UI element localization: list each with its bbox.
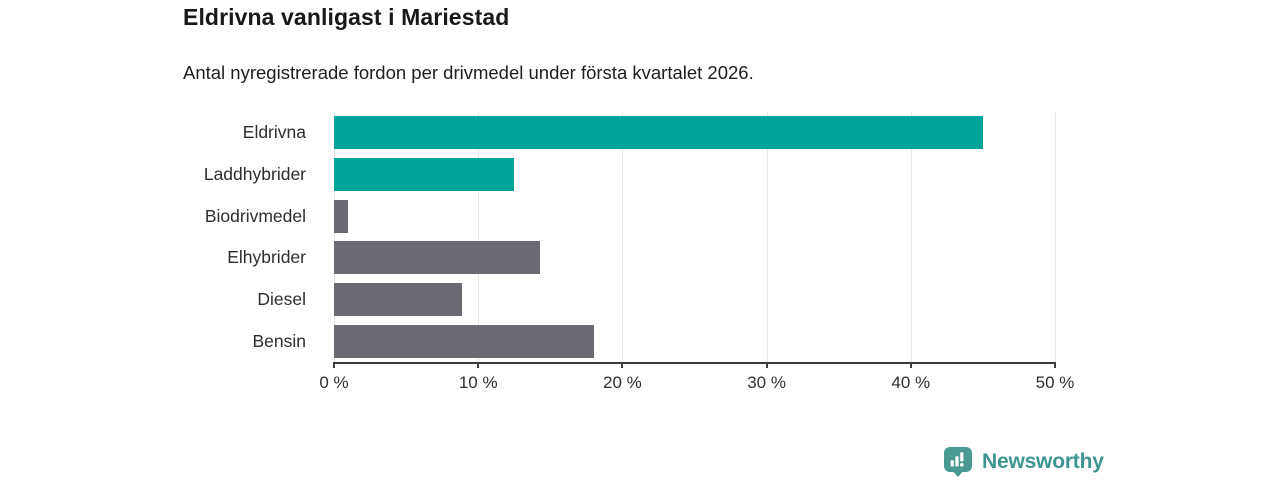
category-label-bensin: Bensin (252, 331, 306, 351)
gridline-40 (910, 112, 912, 362)
category-label-laddhybrider: Laddhybrider (203, 164, 306, 184)
newsworthy-bar-chart-speech-bubble-icon (944, 447, 972, 477)
x-tick-label-30: 30 % (747, 373, 786, 392)
chart-subtitle: Antal nyregistrerade fordon per drivmede… (183, 62, 754, 83)
x-tick-label-20: 20 % (603, 373, 642, 392)
x-tick-0 (333, 362, 335, 368)
x-tick-20 (621, 362, 624, 368)
bar-elhybrider (334, 241, 541, 274)
bar-diesel (334, 283, 463, 316)
x-axis-tick-labels: 0 % 10 % 20 % 30 % 40 % 50 % (319, 373, 1074, 397)
gridline-0 (334, 112, 335, 362)
gridline-10 (478, 112, 480, 362)
bar-biodrivmedel (334, 200, 349, 233)
newsworthy-logo: Newsworthy (943, 446, 1104, 477)
x-tick-30 (765, 362, 768, 368)
bar-eldrivna (334, 116, 983, 149)
category-label-biodrivmedel: Biodrivmedel (204, 206, 306, 226)
gridline-20 (622, 112, 624, 362)
category-label-eldrivna: Eldrivna (242, 122, 306, 142)
newsworthy-logo-text: Newsworthy (982, 449, 1104, 473)
x-tick-label-50: 50 % (1035, 373, 1075, 392)
x-tick-10 (477, 362, 480, 368)
gridline-30 (766, 112, 768, 362)
gridline-50 (1055, 112, 1056, 362)
x-tick-50 (1054, 362, 1056, 368)
category-label-diesel: Diesel (257, 289, 306, 309)
bar-bensin (334, 325, 594, 358)
category-label-elhybrider: Elhybrider (227, 247, 306, 267)
x-tick-40 (909, 362, 912, 368)
bar-laddhybrider (334, 158, 515, 191)
plot-area (333, 112, 1056, 368)
x-tick-label-0: 0 % (319, 373, 349, 392)
x-tick-label-40: 40 % (891, 373, 931, 392)
chart-title: Eldrivna vanligast i Mariestad (183, 4, 510, 30)
x-axis-line (333, 362, 1056, 364)
x-tick-label-10: 10 % (458, 373, 498, 392)
y-axis-labels: Eldrivna Laddhybrider Biodrivmedel Elhybrid… (0, 112, 320, 362)
